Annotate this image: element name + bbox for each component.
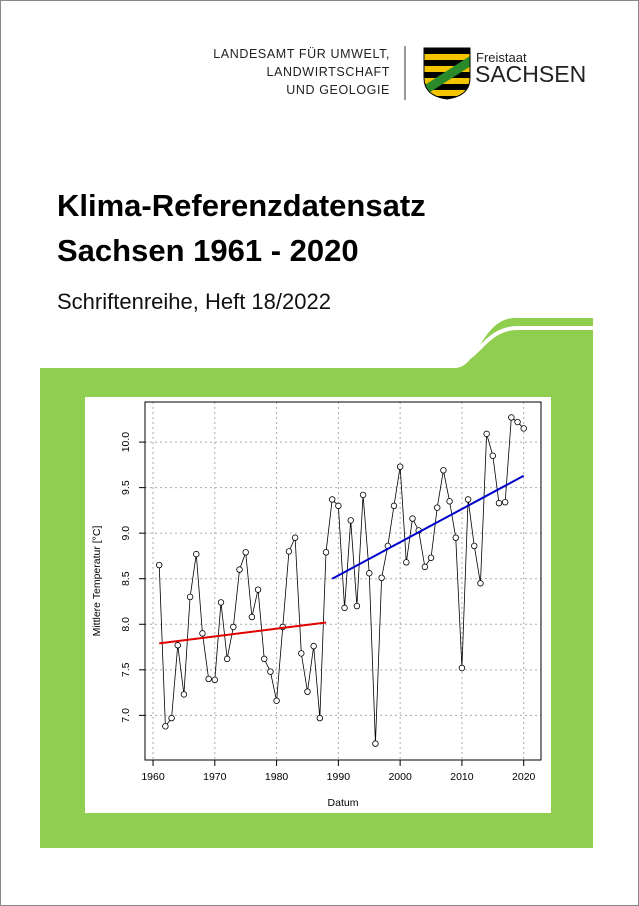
data-point [446, 498, 453, 505]
data-point [366, 570, 373, 577]
data-point [359, 491, 367, 499]
data-point [520, 425, 527, 432]
title-line: Sachsen 1961 - 2020 [57, 233, 359, 268]
x-axis-label: Datum [328, 797, 359, 809]
data-point [156, 561, 163, 569]
data-point [193, 550, 200, 558]
data-point [427, 554, 435, 561]
x-tick-label: 2020 [512, 771, 536, 783]
y-tick-label: 9.5 [120, 480, 132, 495]
x-tick-label: 1990 [327, 771, 351, 783]
y-tick-label: 9.0 [120, 526, 132, 541]
data-point [483, 430, 490, 438]
data-point [464, 496, 472, 503]
data-point [186, 593, 194, 601]
data-line [158, 416, 524, 744]
title-line: Klima-Referenzdatensatz [57, 188, 426, 223]
y-tick-label: 10.0 [120, 432, 132, 453]
data-point [205, 675, 212, 683]
data-point [335, 502, 342, 510]
data-point [180, 691, 188, 698]
data-point [298, 650, 305, 657]
x-tick-label: 1980 [265, 771, 289, 783]
x-tick-label: 1960 [141, 771, 165, 783]
data-point [328, 496, 336, 503]
plot-frame [144, 401, 542, 761]
data-point [514, 418, 521, 426]
data-point [489, 452, 497, 459]
data-point [353, 602, 361, 610]
data-point [372, 740, 379, 747]
data-point [390, 502, 398, 510]
logo-small: Freistaat [476, 50, 527, 65]
y-tick-label: 7.5 [120, 662, 132, 677]
data-point [211, 676, 219, 684]
subtitle: Schriftenreihe, Heft 18/2022 [57, 289, 331, 314]
x-tick-label: 1970 [203, 771, 227, 783]
data-point [501, 499, 509, 506]
data-point [248, 613, 256, 621]
data-point [347, 517, 354, 524]
data-point [322, 549, 330, 556]
data-point [434, 504, 441, 511]
data-point [285, 548, 293, 555]
y-tick-label: 8.0 [120, 617, 132, 632]
shield-outline [423, 47, 471, 100]
data-point [310, 642, 317, 650]
data-point [261, 655, 268, 663]
y-axis-label: Mittlere Temperatur [°C] [91, 526, 103, 637]
x-tick-label: 2010 [450, 771, 474, 783]
data-point [452, 534, 459, 541]
trend-line [331, 474, 525, 580]
data-point [396, 463, 404, 470]
data-point [378, 574, 385, 582]
logo-large: SACHSEN [475, 61, 586, 87]
data-point [458, 664, 466, 672]
y-tick-label: 7.0 [120, 708, 132, 723]
data-point [162, 723, 169, 730]
data-point [273, 697, 280, 704]
data-point [421, 563, 429, 571]
data-point [223, 655, 231, 663]
chart-panel [85, 397, 551, 813]
data-point [440, 467, 447, 474]
x-tick-label: 2000 [388, 771, 412, 783]
data-point [217, 599, 225, 606]
data-point [199, 630, 206, 637]
data-point [316, 714, 324, 722]
chart: 1960 1970 1980 1990 2000 2010 2020 7.0 7.5 8.0 8.5… [91, 401, 542, 809]
data-point [267, 668, 274, 675]
data-point [254, 586, 262, 593]
authority-line: UND GEOLOGIE [286, 83, 390, 97]
y-tick-label: 8.5 [120, 571, 132, 586]
trend-line [159, 621, 327, 645]
data-point [236, 566, 243, 573]
data-point [174, 642, 181, 649]
white-curve [40, 326, 593, 363]
data-point [409, 515, 416, 522]
data-point [477, 580, 484, 587]
data-point [471, 542, 478, 550]
data-point [168, 714, 175, 722]
coat-of-arms [424, 48, 470, 99]
data-point [230, 623, 237, 631]
data-point [341, 604, 348, 612]
authority-line: LANDESAMT FÜR UMWELT, [213, 47, 390, 61]
data-point [242, 549, 249, 556]
authority-line: LANDWIRTSCHAFT [267, 65, 390, 79]
data-point [495, 499, 503, 507]
data-point [304, 688, 311, 695]
data-point [508, 414, 515, 421]
data-point [291, 534, 299, 541]
data-point [403, 559, 410, 566]
